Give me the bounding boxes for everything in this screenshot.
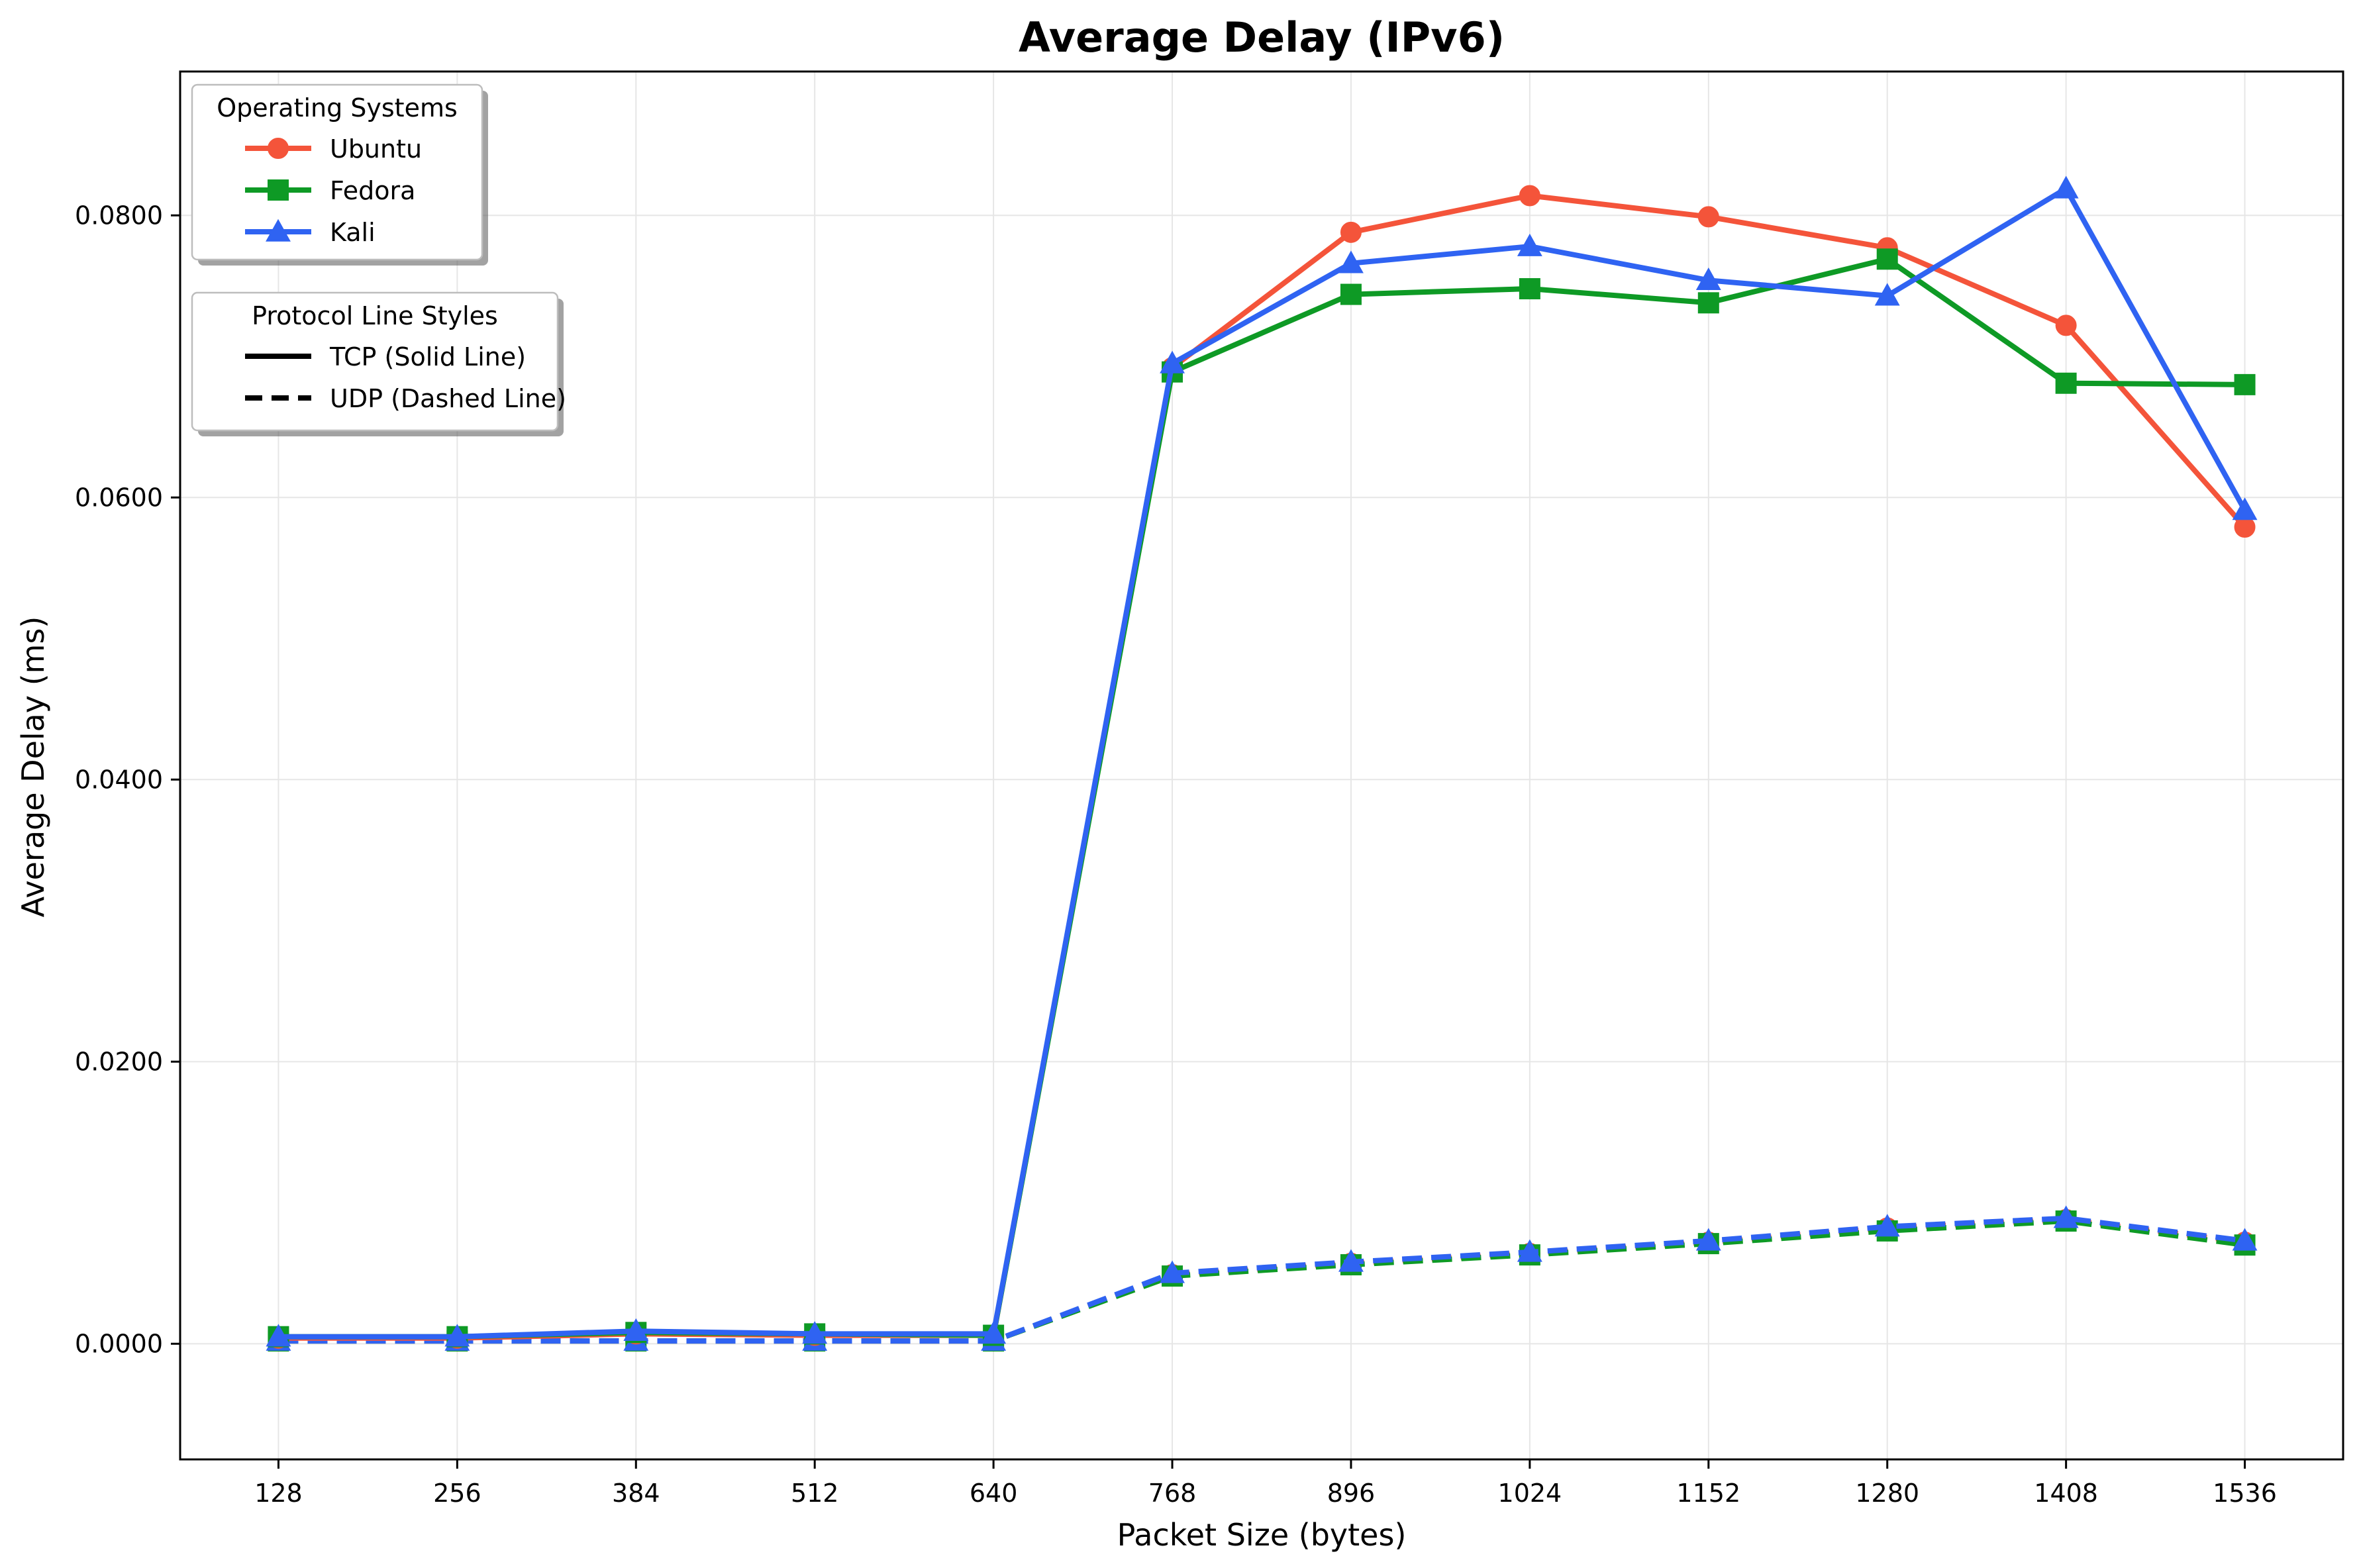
grid <box>180 72 2343 1459</box>
series-kali-tcp <box>266 175 2258 1347</box>
chart-title: Average Delay (IPv6) <box>1019 13 1505 62</box>
data-point-kali-udp <box>1338 1249 1364 1272</box>
series-line-kali-tcp <box>278 185 2247 1340</box>
legend-box <box>191 83 483 261</box>
series-line-fedora-tcp <box>278 256 2245 1340</box>
data-point-fedora-tcp <box>1876 248 1898 270</box>
data-point-ubuntu-tcp <box>2055 315 2077 336</box>
data-point-kali-udp <box>1874 1214 1900 1237</box>
data-point-ubuntu-tcp <box>1340 221 1362 243</box>
x-tick-label: 1280 <box>1855 1479 1919 1508</box>
data-point-kali-udp <box>1517 1239 1542 1262</box>
x-tick-label: 768 <box>1148 1479 1197 1508</box>
legend-marker-ubuntu <box>268 138 289 159</box>
data-point-ubuntu-tcp <box>2234 516 2256 538</box>
legend-marker-kali <box>266 219 291 242</box>
legends: Operating Systems Ubuntu Fedora Kali Protoco… <box>191 83 566 436</box>
data-point-fedora-tcp <box>2234 373 2256 395</box>
y-tick-label: 0.0800 <box>75 201 163 230</box>
series-line-ubuntu-udp <box>278 1216 2246 1344</box>
x-tick-label: 1024 <box>1498 1479 1562 1508</box>
data-point-fedora-tcp <box>1697 292 1719 314</box>
data-point-kali-tcp <box>444 1324 470 1347</box>
y-tick-label: 0.0200 <box>75 1047 163 1076</box>
series-fedora-tcp <box>268 248 2256 1348</box>
data-point-fedora-tcp <box>2055 372 2077 394</box>
x-tick-label: 1152 <box>1676 1479 1740 1508</box>
legend-title: Protocol Line Styles <box>252 301 498 330</box>
x-tick-label: 256 <box>433 1479 481 1508</box>
series-line-fedora-udp <box>278 1218 2246 1344</box>
data-point-kali-udp <box>1160 1260 1185 1283</box>
series-ubuntu-udp <box>268 1208 2256 1352</box>
legend-marker-fedora <box>268 179 289 201</box>
data-point-kali-tcp <box>802 1321 828 1344</box>
data-point-kali-tcp <box>1338 250 1364 273</box>
data-point-kali-udp <box>1695 1228 1721 1251</box>
data-point-kali-tcp <box>266 1324 291 1347</box>
data-point-kali-tcp <box>1160 350 1185 373</box>
legend-label-udp-dashed-line: UDP (Dashed Line) <box>330 384 566 413</box>
legend-protocol-line-styles: Protocol Line Styles TCP (Solid Line) UDP … <box>191 291 566 436</box>
data-point-fedora-tcp <box>1340 283 1362 305</box>
legend-operating-systems: Operating Systems Ubuntu Fedora Kali <box>191 83 488 266</box>
data-point-ubuntu-tcp <box>1697 206 1719 228</box>
legend-title: Operating Systems <box>217 93 458 122</box>
series-fedora-udp <box>268 1210 2256 1352</box>
x-tick-label: 512 <box>791 1479 839 1508</box>
data-point-kali-udp <box>2232 1228 2258 1251</box>
x-tick-label: 1408 <box>2034 1479 2098 1508</box>
y-axis-label: Average Delay (ms) <box>15 616 51 918</box>
x-tick-label: 640 <box>970 1479 1018 1508</box>
legend-label-fedora: Fedora <box>330 176 415 205</box>
data-point-kali-tcp <box>1695 267 1721 291</box>
data-point-kali-tcp <box>2053 175 2079 199</box>
data-point-kali-tcp <box>623 1318 649 1341</box>
data-point-kali-tcp <box>981 1321 1007 1344</box>
plot-area-frame <box>179 70 2344 1461</box>
y-tick-label: 0.0600 <box>75 483 163 512</box>
data-point-kali-tcp <box>2232 497 2258 520</box>
x-axis-label: Packet Size (bytes) <box>1117 1517 1407 1553</box>
x-tick-label: 1536 <box>2213 1479 2277 1508</box>
y-tick-label: 0.0400 <box>75 765 163 794</box>
y-tick-label: 0.0000 <box>75 1329 163 1358</box>
legend-label-ubuntu: Ubuntu <box>330 134 422 164</box>
x-tick-label: 896 <box>1327 1479 1376 1508</box>
data-point-kali-tcp <box>1874 283 1900 306</box>
x-tick-label: 128 <box>254 1479 303 1508</box>
series-line-kali-udp <box>278 1215 2245 1344</box>
legend-label-tcp-solid-line: TCP (Solid Line) <box>329 342 526 371</box>
x-tick-label: 384 <box>612 1479 660 1508</box>
data-point-kali-udp <box>2053 1205 2079 1228</box>
series-layer <box>266 175 2258 1352</box>
data-point-kali-tcp <box>1517 233 1542 256</box>
series-line-ubuntu-tcp <box>278 193 2247 1341</box>
series-ubuntu-tcp <box>268 185 2256 1349</box>
data-point-ubuntu-tcp <box>1519 185 1540 207</box>
data-point-fedora-tcp <box>1519 278 1540 300</box>
legend-label-kali: Kali <box>330 218 376 247</box>
axis-ticks: 128 256 384 512 640 768 896 1024 1152 1280 1408 153… <box>75 201 2277 1508</box>
